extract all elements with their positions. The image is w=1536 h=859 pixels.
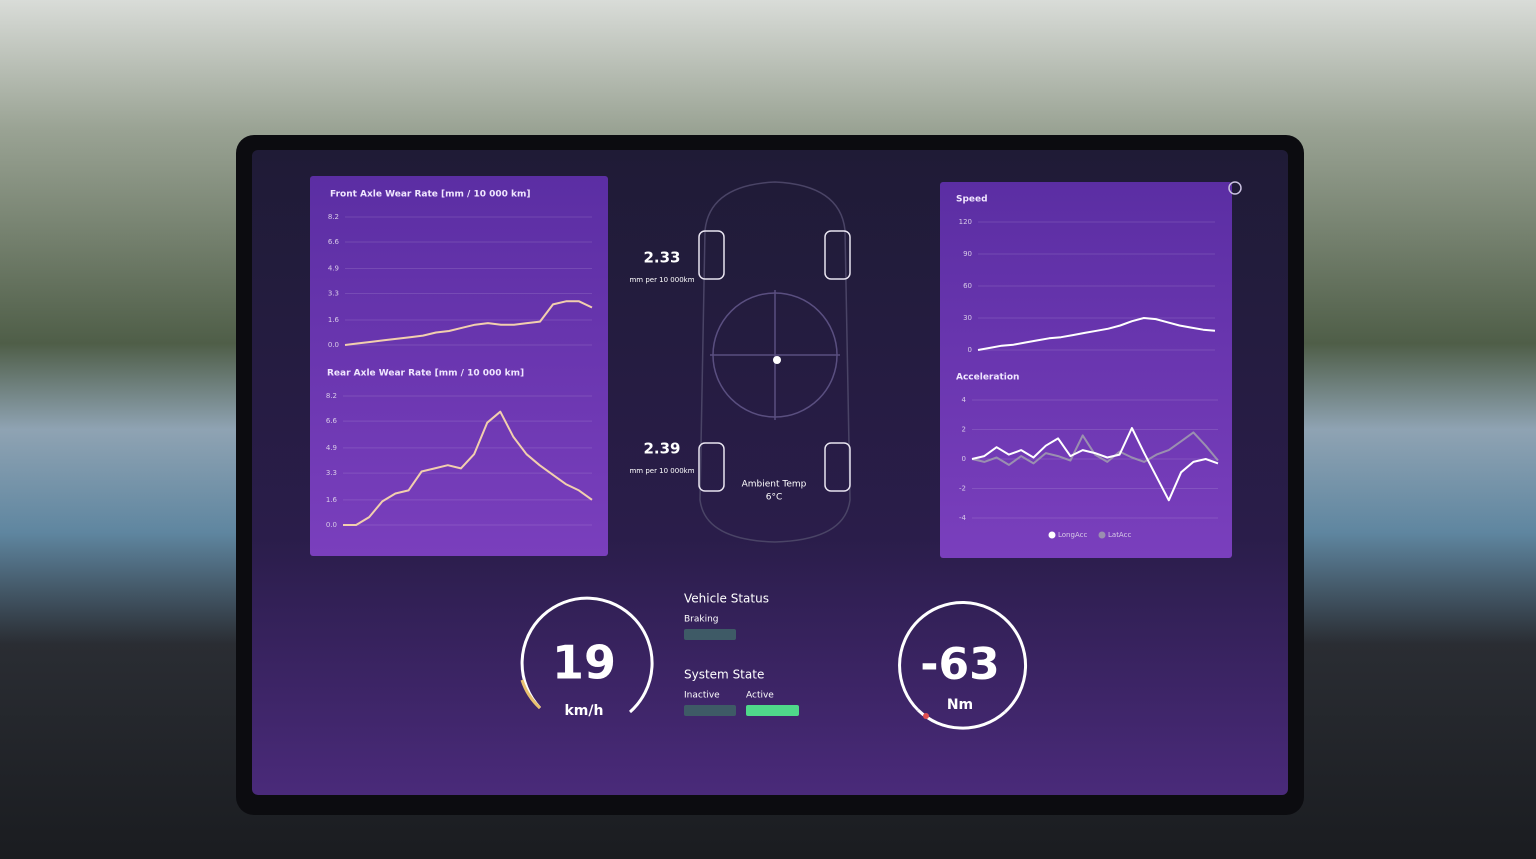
- y-tick-label: 6.6: [326, 417, 338, 425]
- braking-indicator: [684, 629, 736, 640]
- torque-gauge-value: -63: [920, 639, 1000, 690]
- y-tick-label: -2: [959, 485, 966, 493]
- chart-title: Acceleration: [956, 373, 1019, 383]
- chart-title: Front Axle Wear Rate [mm / 10 000 km]: [330, 190, 531, 200]
- braking-label: Braking: [684, 615, 719, 625]
- y-tick-label: 2: [962, 426, 966, 434]
- y-tick-label: 120: [959, 218, 972, 226]
- ambient-value: 6°C: [766, 493, 783, 503]
- data-line: [971, 427, 1219, 502]
- legend-label: LatAcc: [1108, 531, 1131, 539]
- car-diagram: [698, 181, 851, 543]
- rear-wear-value: 2.39: [643, 440, 680, 458]
- active-label: Active: [746, 691, 774, 701]
- inactive-indicator: [684, 705, 736, 716]
- y-tick-label: 4.9: [328, 265, 339, 273]
- torque-gauge-fill: [916, 708, 1007, 730]
- y-tick-label: -4: [959, 514, 967, 522]
- y-tick-label: 90: [963, 250, 972, 258]
- chart-title: Speed: [956, 195, 988, 205]
- legend-swatch: [1098, 531, 1106, 539]
- ambient-label: Ambient Temp: [742, 480, 807, 490]
- y-tick-label: 0.0: [326, 521, 337, 529]
- data-line: [343, 410, 593, 526]
- data-line: [344, 300, 593, 346]
- legend-label: LongAcc: [1058, 531, 1087, 539]
- torque-gauge-arc: [898, 600, 1028, 714]
- chart-title: Rear Axle Wear Rate [mm / 10 000 km]: [327, 369, 524, 379]
- front-wear-value: 2.33: [643, 249, 680, 267]
- y-tick-label: 8.2: [326, 392, 337, 400]
- speed-gauge-fill: [520, 679, 542, 710]
- y-tick-label: 8.2: [328, 213, 339, 221]
- y-tick-label: 0.0: [328, 341, 339, 349]
- rear-wear-unit: mm per 10 000km: [629, 467, 694, 475]
- speed-gauge-arc: [520, 596, 654, 714]
- y-tick-label: 6.6: [328, 238, 340, 246]
- vehicle-status-title: Vehicle Status: [684, 592, 769, 606]
- active-indicator[interactable]: [746, 705, 799, 716]
- left-panel: [310, 176, 608, 556]
- y-tick-label: 1.6: [328, 316, 340, 324]
- y-tick-label: 3.3: [326, 469, 337, 477]
- legend-swatch: [1048, 531, 1056, 539]
- y-tick-label: 1.6: [326, 496, 338, 504]
- data-line: [977, 317, 1216, 351]
- y-tick-label: 0: [968, 346, 972, 354]
- data-line: [971, 431, 1219, 466]
- settings-icon[interactable]: [1228, 181, 1242, 195]
- torque-gauge-marker: [923, 713, 929, 719]
- y-tick-label: 3.3: [328, 289, 339, 297]
- torque-gauge-unit: Nm: [947, 697, 973, 713]
- front-wear-unit: mm per 10 000km: [629, 276, 694, 284]
- inactive-label: Inactive: [684, 691, 720, 701]
- right-panel: [940, 182, 1232, 558]
- speed-gauge-unit: km/h: [565, 703, 604, 719]
- g-dot: [773, 356, 781, 364]
- y-tick-label: 0: [962, 455, 966, 463]
- speed-gauge-value: 19: [552, 636, 616, 690]
- y-tick-label: 4.9: [326, 444, 337, 452]
- y-tick-label: 30: [963, 314, 972, 322]
- system-state-title: System State: [684, 668, 764, 682]
- y-tick-label: 60: [963, 282, 972, 290]
- y-tick-label: 4: [962, 396, 967, 404]
